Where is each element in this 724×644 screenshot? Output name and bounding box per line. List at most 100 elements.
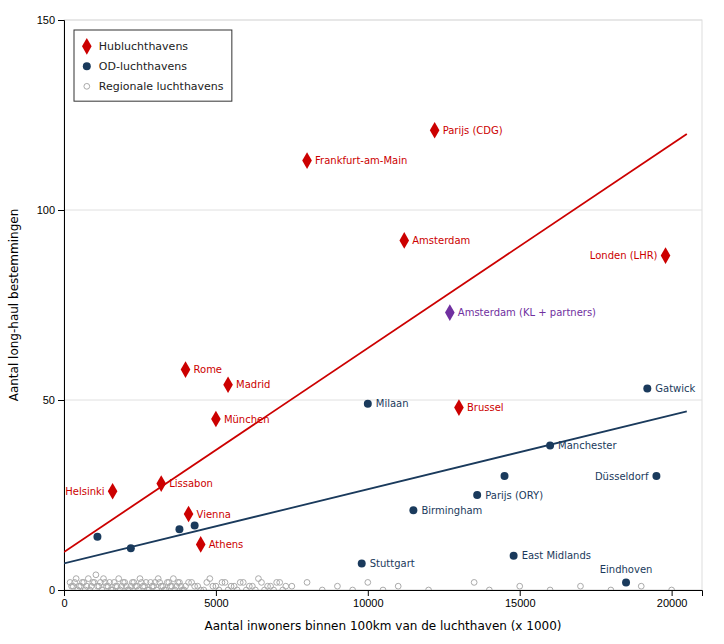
point bbox=[108, 587, 114, 590]
y-axis: 050100150 bbox=[37, 14, 65, 596]
legend-symbol bbox=[84, 83, 90, 89]
point bbox=[395, 583, 401, 589]
legend-item: Regionale luchthavens bbox=[84, 80, 224, 93]
legend-label: OD-luchthavens bbox=[99, 60, 187, 73]
point-labels: Frankfurt-am-MainParijs (CDG)AmsterdamLo… bbox=[65, 125, 695, 576]
point bbox=[191, 521, 199, 529]
grid-line-y bbox=[64, 20, 702, 21]
x-axis-tick-label: 10000 bbox=[353, 597, 384, 609]
point bbox=[192, 583, 198, 589]
y-axis-tick-mark bbox=[58, 400, 64, 401]
point-label: Birmingham bbox=[421, 505, 482, 516]
point bbox=[108, 483, 118, 500]
point bbox=[155, 576, 161, 582]
point-group bbox=[93, 385, 660, 587]
point bbox=[101, 576, 107, 582]
grid-line-y bbox=[64, 210, 702, 211]
y-axis-title: Aantal long-haul bestemmingen bbox=[7, 209, 21, 402]
y-axis-tick-label: 100 bbox=[37, 204, 55, 216]
x-axis-tick-label: 15000 bbox=[505, 597, 536, 609]
point bbox=[304, 580, 310, 586]
x-axis-tick: 0 bbox=[61, 590, 67, 609]
point bbox=[501, 472, 509, 480]
y-axis-tick: 100 bbox=[37, 204, 64, 216]
point-label: Amsterdam (KL + partners) bbox=[458, 307, 596, 318]
legend-symbol bbox=[83, 62, 91, 70]
point bbox=[445, 304, 455, 321]
point-group bbox=[108, 122, 671, 553]
point bbox=[271, 587, 277, 590]
legend-label: Regionale luchthavens bbox=[99, 80, 224, 93]
point bbox=[216, 587, 222, 590]
point bbox=[90, 580, 96, 586]
x-axis-tick: 10000 bbox=[353, 590, 384, 609]
y-axis-tick-mark bbox=[58, 590, 64, 591]
x-axis-line bbox=[65, 591, 703, 597]
point bbox=[184, 506, 194, 523]
point-label: Parijs (CDG) bbox=[443, 125, 503, 136]
point bbox=[669, 587, 675, 590]
marks bbox=[64, 122, 687, 590]
point bbox=[196, 536, 206, 553]
point-label: Amsterdam bbox=[412, 235, 470, 246]
point bbox=[517, 583, 523, 589]
point bbox=[99, 587, 105, 590]
point bbox=[253, 587, 259, 590]
legend-item: Hubluchthavens bbox=[82, 38, 188, 55]
x-axis: 05000100001500020000 bbox=[61, 590, 702, 609]
point bbox=[350, 587, 356, 590]
point bbox=[471, 580, 477, 586]
point-label: Frankfurt-am-Main bbox=[315, 155, 407, 166]
point bbox=[486, 587, 492, 590]
point bbox=[223, 376, 233, 393]
point bbox=[652, 472, 660, 480]
trend-line bbox=[64, 134, 687, 552]
legend-items: Hubluchthavens OD-luchthavens Regionale lu… bbox=[82, 38, 224, 93]
x-axis-tick-mark bbox=[520, 590, 521, 596]
point bbox=[186, 580, 192, 586]
point bbox=[510, 552, 518, 560]
point-label: Parijs (ORY) bbox=[485, 490, 543, 501]
point bbox=[426, 587, 432, 590]
y-axis-tick: 150 bbox=[37, 14, 64, 26]
point bbox=[265, 583, 271, 589]
point bbox=[117, 587, 123, 590]
y-axis-tick: 50 bbox=[43, 394, 64, 406]
x-axis-tick: 15000 bbox=[505, 590, 536, 609]
point bbox=[163, 587, 169, 590]
point bbox=[181, 361, 191, 378]
point bbox=[259, 580, 265, 586]
chart-container: 05000100001500020000050100150Hubluchthav… bbox=[0, 0, 724, 644]
point bbox=[643, 385, 651, 393]
point bbox=[211, 411, 221, 428]
point bbox=[93, 572, 99, 578]
x-axis-tick: 20000 bbox=[657, 590, 688, 609]
point-group bbox=[445, 304, 455, 321]
point bbox=[546, 442, 554, 450]
point bbox=[638, 583, 644, 589]
legend-item: OD-luchthavens bbox=[83, 60, 187, 73]
y-axis-tick-mark bbox=[58, 210, 64, 211]
point-label: Milaan bbox=[376, 398, 409, 409]
point-label: Düsseldorf bbox=[595, 471, 649, 482]
point bbox=[283, 583, 289, 589]
point bbox=[198, 587, 204, 590]
point bbox=[145, 587, 151, 590]
point bbox=[204, 580, 210, 586]
chart-svg: 05000100001500020000050100150Hubluchthav… bbox=[0, 0, 724, 644]
y-axis-tick-mark bbox=[58, 20, 64, 21]
point-label: Madrid bbox=[236, 379, 270, 390]
x-axis-title: Aantal inwoners binnen 100km van de luch… bbox=[205, 619, 562, 633]
legend-symbol bbox=[82, 38, 92, 55]
legend-frame bbox=[74, 30, 232, 101]
point bbox=[578, 583, 584, 589]
point-label: Eindhoven bbox=[600, 564, 653, 575]
x-axis-tick-mark bbox=[216, 590, 217, 596]
point bbox=[364, 400, 372, 408]
point bbox=[228, 583, 234, 589]
point bbox=[409, 506, 417, 514]
point bbox=[136, 587, 142, 590]
point bbox=[181, 587, 187, 590]
point bbox=[137, 576, 143, 582]
plot-frame bbox=[64, 20, 702, 590]
